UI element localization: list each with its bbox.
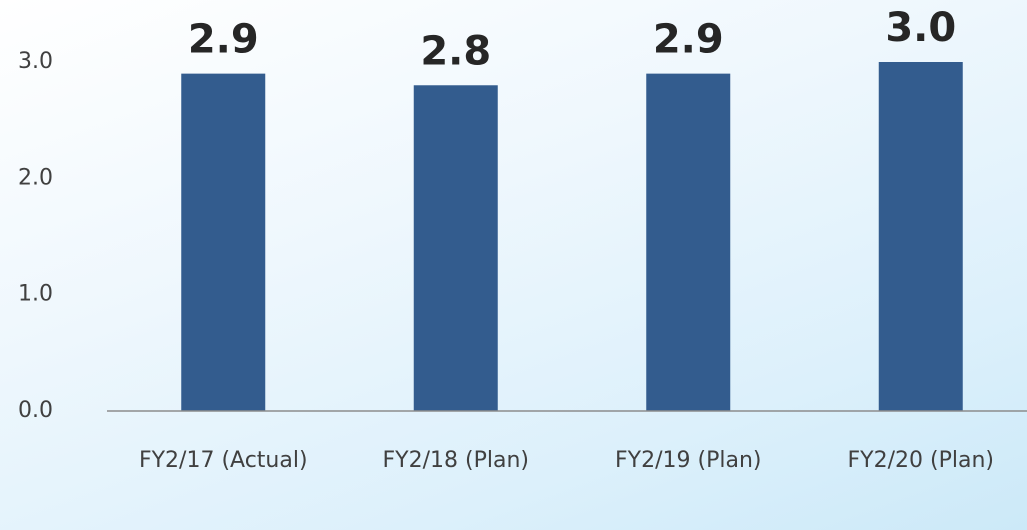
value-label: 2.8 [420, 28, 491, 74]
y-tick-label: 2.0 [18, 165, 53, 190]
value-label: 2.9 [653, 17, 724, 63]
bar [181, 73, 266, 411]
x-tick-label: FY2/17 (Actual) [139, 448, 308, 473]
y-tick-label: 1.0 [18, 282, 53, 307]
bar [878, 62, 963, 411]
x-tick-label: FY2/18 (Plan) [383, 448, 529, 473]
bar [646, 73, 731, 411]
y-tick-label: 3.0 [18, 49, 53, 74]
bar [413, 85, 498, 412]
value-label: 2.9 [188, 17, 259, 63]
x-tick-label: FY2/20 (Plan) [848, 448, 994, 473]
y-tick-label: 0.0 [18, 398, 53, 423]
value-label: 3.0 [885, 5, 956, 51]
x-tick-label: FY2/19 (Plan) [615, 448, 761, 473]
